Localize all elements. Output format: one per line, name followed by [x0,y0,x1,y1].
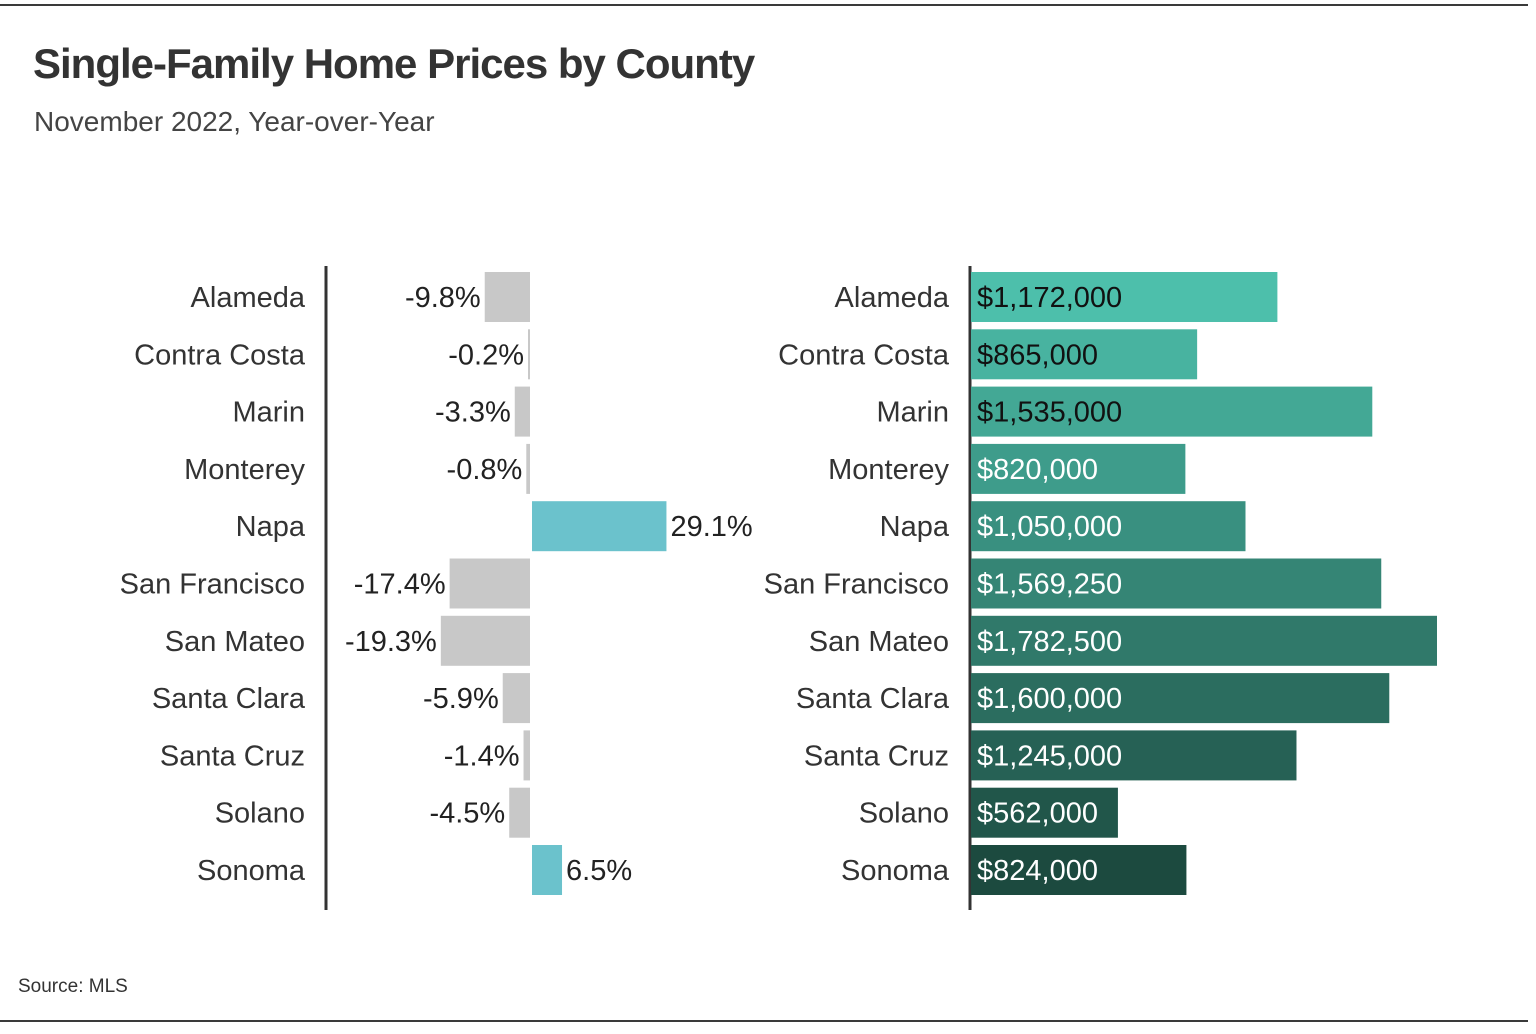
left-category-label: Santa Clara [152,683,306,715]
price-bar [971,845,1187,895]
pct-change-bar [526,443,530,494]
right-category-label: Solano [859,798,949,830]
left-category-label: Napa [236,511,306,543]
price-bar [971,329,1198,380]
pct-change-bar [532,845,563,895]
price-bar [971,272,1278,322]
price-label: $1,172,000 [977,282,1122,314]
pct-change-label: -3.3% [435,397,511,429]
chart-subtitle: November 2022, Year-over-Year [34,106,435,137]
left-category-label: Contra Costa [134,339,306,371]
pct-change-label: -4.5% [429,798,505,830]
price-bar [971,673,1390,724]
price-bar [971,443,1186,494]
pct-change-label: -17.4% [354,569,446,601]
pct-change-bar [528,329,530,380]
price-bar [971,558,1382,609]
right-category-label: San Francisco [764,569,949,601]
right-category-label: Napa [880,511,950,543]
price-label: $1,050,000 [977,511,1122,543]
left-category-label: Sonoma [197,855,306,887]
left-category-label: San Francisco [120,569,305,601]
pct-change-label: -1.4% [444,740,520,772]
pct-change-bar [514,386,530,437]
right-category-label: Marin [876,397,949,429]
right-category-label: Alameda [835,282,950,314]
right-category-label: Monterey [828,454,949,486]
price-label: $865,000 [977,339,1098,371]
pct-change-label: -0.2% [448,339,524,371]
pct-change-label: -5.9% [423,683,499,715]
pct-change-bar [449,558,530,609]
price-bar [971,501,1246,552]
right-category-label: Sonoma [841,855,950,887]
right-category-label: Santa Cruz [804,740,949,772]
left-category-label: Marin [232,397,305,429]
pct-change-bar [484,272,530,322]
pct-change-label: 29.1% [670,511,752,543]
left-category-label: Alameda [191,282,306,314]
pct-change-label: -19.3% [345,626,437,658]
left-category-label: San Mateo [165,626,305,658]
pct-change-bar [502,673,530,724]
right-category-label: Santa Clara [796,683,950,715]
pct-change-label: -0.8% [447,454,523,486]
pct-change-label: -9.8% [405,282,481,314]
price-label: $824,000 [977,855,1098,887]
price-label: $820,000 [977,454,1098,486]
price-label: $1,245,000 [977,740,1122,772]
pct-change-bar [523,730,530,781]
pct-change-bar [532,501,667,552]
bottom-rule [0,1020,1528,1022]
pct-change-label: 6.5% [566,855,632,887]
price-bar [971,787,1118,838]
price-bar [971,386,1373,437]
chart-title: Single-Family Home Prices by County [33,40,755,87]
price-label: $1,535,000 [977,397,1122,429]
price-bar [971,615,1437,666]
right-category-label: Contra Costa [778,339,950,371]
price-label: $1,782,500 [977,626,1122,658]
left-category-label: Monterey [184,454,305,486]
top-rule [0,4,1528,6]
pct-change-bar [440,615,530,666]
price-label: $1,569,250 [977,569,1122,601]
price-bar [971,730,1297,781]
price-label: $1,600,000 [977,683,1122,715]
left-category-label: Santa Cruz [160,740,305,772]
price-label: $562,000 [977,798,1098,830]
pct-change-bar [509,787,530,838]
source-note: Source: MLS [18,976,128,997]
left-category-label: Solano [215,798,305,830]
right-category-label: San Mateo [809,626,949,658]
